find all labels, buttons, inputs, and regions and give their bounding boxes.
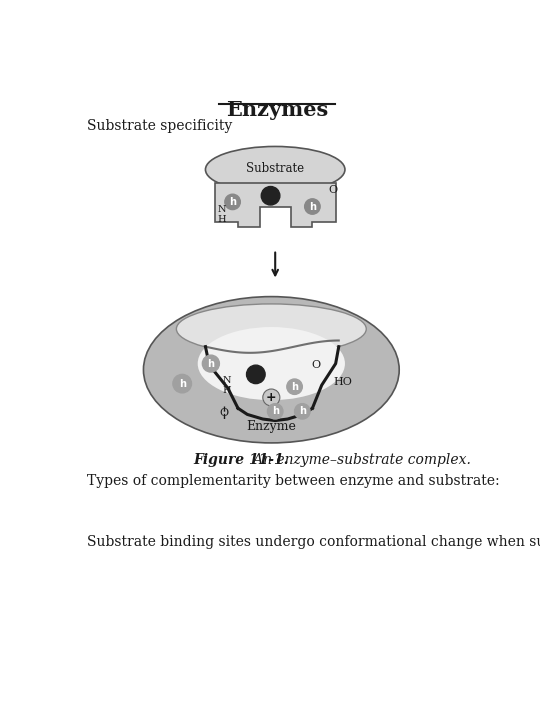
- Circle shape: [267, 404, 283, 419]
- Text: h: h: [207, 359, 214, 369]
- Circle shape: [263, 389, 280, 406]
- Text: h: h: [309, 202, 316, 212]
- Ellipse shape: [144, 297, 399, 443]
- Text: N
H: N H: [223, 376, 232, 395]
- Circle shape: [305, 199, 320, 215]
- Text: Substrate specificity: Substrate specificity: [87, 119, 232, 132]
- Circle shape: [247, 365, 265, 384]
- Text: h: h: [272, 406, 279, 416]
- Text: Substrate binding sites undergo conformational change when substrate binds: Substrate binding sites undergo conforma…: [87, 534, 540, 549]
- Ellipse shape: [177, 304, 366, 354]
- Circle shape: [287, 379, 302, 395]
- Text: Enzymes: Enzymes: [226, 100, 328, 120]
- Text: An enzyme–substrate complex.: An enzyme–substrate complex.: [240, 453, 470, 467]
- Text: h: h: [299, 406, 306, 416]
- Text: N
H: N H: [218, 205, 226, 224]
- Circle shape: [202, 355, 219, 372]
- Text: +: +: [266, 391, 276, 404]
- Circle shape: [225, 194, 240, 210]
- Text: O: O: [311, 360, 320, 370]
- Polygon shape: [215, 183, 336, 227]
- Text: Figure 11-1.: Figure 11-1.: [194, 453, 289, 467]
- Circle shape: [295, 404, 310, 419]
- Text: h: h: [229, 197, 236, 207]
- Text: Types of complementarity between enzyme and substrate:: Types of complementarity between enzyme …: [87, 474, 500, 488]
- Circle shape: [173, 374, 192, 393]
- Text: O: O: [329, 184, 338, 194]
- Circle shape: [261, 186, 280, 205]
- Text: Enzyme: Enzyme: [246, 420, 296, 433]
- Text: HO: HO: [333, 377, 352, 387]
- Text: h: h: [291, 382, 298, 392]
- Ellipse shape: [205, 146, 345, 193]
- Text: O: O: [219, 408, 228, 418]
- Ellipse shape: [198, 327, 345, 400]
- Text: h: h: [179, 379, 186, 389]
- Text: Substrate: Substrate: [246, 161, 304, 174]
